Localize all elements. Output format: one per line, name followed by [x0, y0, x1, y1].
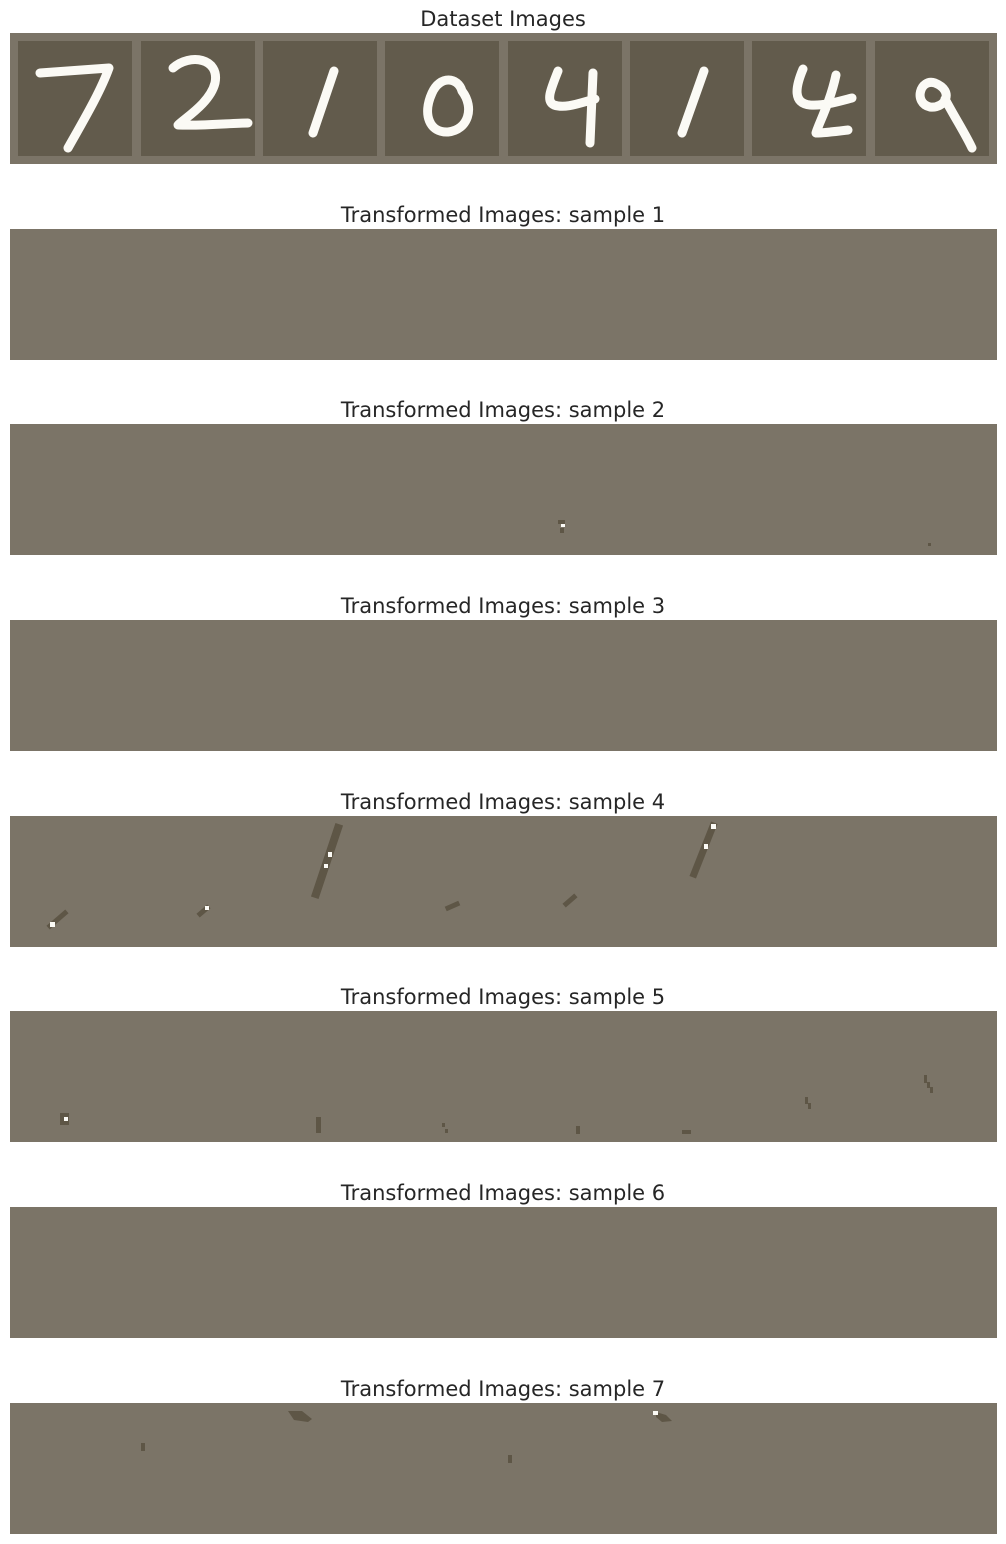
- artifact-mark: [682, 1130, 691, 1134]
- digit-0-stroke: [423, 75, 474, 137]
- artifact-mark: [288, 1411, 312, 1422]
- sample-2-image: [10, 424, 997, 555]
- sample-5-image: [10, 1011, 997, 1142]
- artifact-mark: [560, 528, 564, 533]
- artifact-mark: [924, 1075, 927, 1083]
- artifact-highlight: [205, 906, 209, 910]
- artifact-highlight: [711, 824, 716, 829]
- digit-2-stroke: [168, 55, 253, 130]
- artifact-mark: [316, 1117, 321, 1133]
- artifact-highlight: [50, 922, 55, 927]
- artifact-mark: [442, 1123, 445, 1127]
- sample-4-image: [10, 816, 997, 947]
- artifact-highlight: [704, 844, 708, 849]
- artifact-mark: [561, 524, 565, 527]
- digit-4b-stroke: [792, 64, 857, 138]
- panel-title-dataset: Dataset Images: [420, 7, 586, 31]
- artifact-mark: [508, 1455, 512, 1463]
- panel-title-sample-1: Transformed Images: sample 1: [340, 203, 666, 227]
- sample-3-image: [10, 620, 997, 751]
- digit-tile-6: [630, 41, 744, 156]
- artifact-highlight: [653, 1411, 658, 1415]
- sample-6-image: [10, 1207, 997, 1338]
- panel-title-sample-4: Transformed Images: sample 4: [340, 790, 666, 814]
- sample-7-image: [10, 1403, 997, 1534]
- artifact-mark: [576, 1126, 580, 1134]
- artifact-highlight: [328, 852, 332, 857]
- panel-title-sample-3: Transformed Images: sample 3: [340, 594, 666, 618]
- artifact-highlight: [324, 864, 328, 868]
- artifact-mark: [928, 543, 931, 546]
- artifact-mark: [656, 1412, 672, 1422]
- digit-1b-stroke: [677, 66, 709, 138]
- artifact-mark: [310, 822, 344, 900]
- artifact-mark: [927, 1082, 930, 1088]
- panel-title-sample-2: Transformed Images: sample 2: [340, 398, 666, 422]
- artifact-mark: [689, 821, 718, 879]
- artifact-mark: [562, 893, 578, 908]
- dataset-image-grid: [10, 33, 997, 164]
- digit-4a-stroke: [545, 66, 600, 148]
- digit-7-stroke: [35, 63, 114, 153]
- artifact-mark: [558, 520, 565, 524]
- sample-1-image: [10, 229, 997, 360]
- artifact-mark: [805, 1097, 808, 1104]
- artifact-mark: [808, 1103, 811, 1109]
- digit-1a-stroke: [308, 66, 339, 138]
- digit-9-stroke: [915, 77, 977, 153]
- artifact-mark: [141, 1443, 145, 1451]
- digit-tile-4: [385, 41, 499, 156]
- artifact-mark: [445, 1129, 448, 1133]
- panel-title-sample-6: Transformed Images: sample 6: [340, 1181, 666, 1205]
- artifact-mark: [444, 900, 461, 912]
- panel-title-sample-7: Transformed Images: sample 7: [340, 1377, 666, 1401]
- digit-tile-5: [508, 41, 622, 156]
- artifact-highlight: [64, 1117, 68, 1121]
- artifact-mark: [930, 1087, 933, 1093]
- panel-title-sample-5: Transformed Images: sample 5: [340, 985, 666, 1009]
